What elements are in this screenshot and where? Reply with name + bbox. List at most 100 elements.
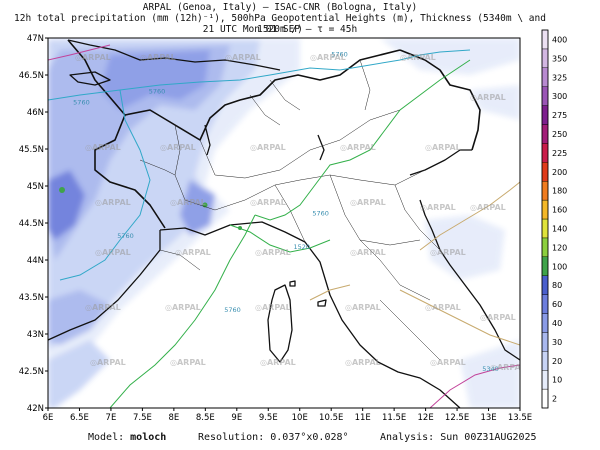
lon-tick-label: 13E: [480, 413, 496, 423]
coastlines-borders: [48, 39, 520, 408]
precipitation-shading: [48, 38, 520, 408]
precip-band-sea: [48, 290, 110, 345]
footer-model: Model: moloch: [88, 432, 166, 443]
watermark-text: ◎ARPAL: [95, 198, 131, 207]
precip-heavy-ligurian: [180, 180, 215, 235]
capraia-island: [289, 280, 296, 287]
colorbar-label: 350: [552, 54, 567, 63]
watermark-text: ◎ARPAL: [350, 198, 386, 207]
model-name: moloch: [130, 432, 167, 443]
lake-garda: [317, 134, 325, 161]
colorbar-label: 180: [552, 187, 567, 196]
border-france-italy: [67, 39, 166, 229]
lon-tick-label: 12E: [418, 413, 434, 423]
lon-tick-label: 9E: [231, 413, 242, 423]
colorbar-swatch: [541, 256, 549, 276]
longitude-axis: 6E 6.5E 7E 7.5E 8E 8.5E 9E 9.5E 10E 10.5E 11E 11.5E…: [43, 408, 532, 423]
colorbar-label: 120: [552, 243, 567, 252]
watermark-text: ◎ARPAL: [140, 53, 176, 62]
precip-band-south: [48, 340, 110, 408]
contour-5760-green-south: [109, 214, 256, 408]
precip-light-east: [380, 38, 520, 75]
watermark-text: ◎ARPAL: [255, 248, 291, 257]
colorbar-label: 250: [552, 130, 567, 139]
precip-heavy-alps: [100, 50, 210, 110]
contour-label: 5760: [149, 88, 166, 96]
contour-5760-green: [254, 59, 471, 221]
lon-tick-label: 12.5E: [445, 413, 469, 423]
colorbar-label: 300: [552, 92, 567, 101]
lon-tick-label: 9.5E: [259, 413, 278, 423]
watermarks: ◎ARPAL ◎ARPAL ◎ARPAL ◎ARPAL ◎ARPAL ◎ARPAL ◎ARP…: [75, 53, 520, 372]
colorbar-swatch: [541, 86, 549, 106]
regional-borders: [139, 59, 441, 361]
border-swiss-italy: [124, 49, 401, 141]
contour-label: 5760: [224, 306, 241, 314]
latitude-axis: 47N 46.5N 46N 45.5N 45N 44.5N 44N 43.5N 43N 42.5N…: [19, 34, 48, 414]
lon-tick-label: 11.5E: [382, 413, 406, 423]
colorbar-swatch: [541, 124, 549, 144]
contour-5760-north: [48, 49, 471, 101]
lon-tick-label: 11E: [355, 413, 371, 423]
lake-maggiore: [204, 124, 211, 156]
colorbar-label: 80: [552, 281, 562, 290]
border-swiss-north: [67, 39, 281, 71]
lake-geneva: [69, 71, 111, 86]
lat-tick-label: 45.5N: [19, 145, 44, 155]
lat-tick-label: 44.5N: [19, 219, 44, 229]
watermark-text: ◎ARPAL: [250, 198, 286, 207]
watermark-text: ◎ARPAL: [260, 358, 296, 367]
colorbar-label: 60: [552, 300, 562, 309]
watermark-text: ◎ARPAL: [255, 303, 291, 312]
contour-label: 5340: [482, 365, 499, 373]
contour-thickness-tan-west: [309, 284, 351, 301]
lon-tick-label: 6E: [43, 413, 54, 423]
contour-label: 5760: [73, 99, 90, 107]
footer-analysis: Analysis: Sun 00Z31AUG2025: [380, 432, 537, 443]
colorbar-swatch: [541, 351, 549, 371]
contour-5760-west: [59, 89, 151, 281]
colorbar-swatch: [541, 275, 549, 295]
lat-tick-label: 43.5N: [19, 293, 44, 303]
colorbar-label: 160: [552, 206, 567, 215]
colorbar-label: 10: [552, 376, 562, 385]
precip-adriatic-light: [425, 215, 505, 280]
chart-title: ARPAL (Genoa, Italy) – ISAC-CNR (Bologna…: [142, 2, 418, 13]
colorbar-label: 2: [552, 395, 557, 404]
precip-northeast-light: [470, 85, 520, 120]
watermark-text: ◎ARPAL: [430, 358, 466, 367]
contour-labels: 5760 5760 5760 5760 5760 5760 1520 5340: [73, 51, 499, 374]
contour-label: 1520: [293, 243, 310, 251]
colorbar-label: 225: [552, 149, 567, 158]
model-label: Model:: [88, 432, 125, 443]
colorbar-swatch: [541, 180, 549, 201]
watermark-text: ◎ARPAL: [85, 143, 121, 152]
contour-thickness-tan-south: [399, 289, 520, 346]
watermark-text: ◎ARPAL: [425, 143, 461, 152]
colorbar-label: 400: [552, 35, 567, 44]
colorbar-label: 325: [552, 73, 567, 82]
colorbar-swatch: [541, 313, 549, 333]
lat-tick-label: 43N: [27, 330, 44, 340]
lon-tick-label: 7.5E: [133, 413, 152, 423]
lon-tick-label: 7E: [106, 413, 117, 423]
contour-label: 5760: [117, 232, 134, 240]
precip-heavy-west: [48, 170, 85, 240]
colorbar-swatch: [541, 199, 549, 220]
lat-tick-label: 46.5N: [19, 71, 44, 81]
watermark-text: ◎ARPAL: [345, 303, 381, 312]
footer-resolution: Resolution: 0.037°x0.028°: [198, 432, 349, 443]
colorbar-label: 40: [552, 319, 562, 328]
contour-thickness-tan: [419, 181, 520, 251]
watermark-text: ◎ARPAL: [425, 303, 461, 312]
watermark-text: ◎ARPAL: [225, 53, 261, 62]
colorbar-swatch: [541, 143, 549, 163]
contour-5340-north: [48, 44, 111, 61]
colorbar-label: 275: [552, 111, 567, 120]
valid-time: 21 UTC Mon 01 SEP – τ = 45h: [202, 24, 358, 35]
precip-high-area: [48, 45, 230, 260]
colorbar-swatch: [541, 237, 549, 257]
colorbar-label: 200: [552, 168, 567, 177]
watermark-text: ◎ARPAL: [95, 248, 131, 257]
